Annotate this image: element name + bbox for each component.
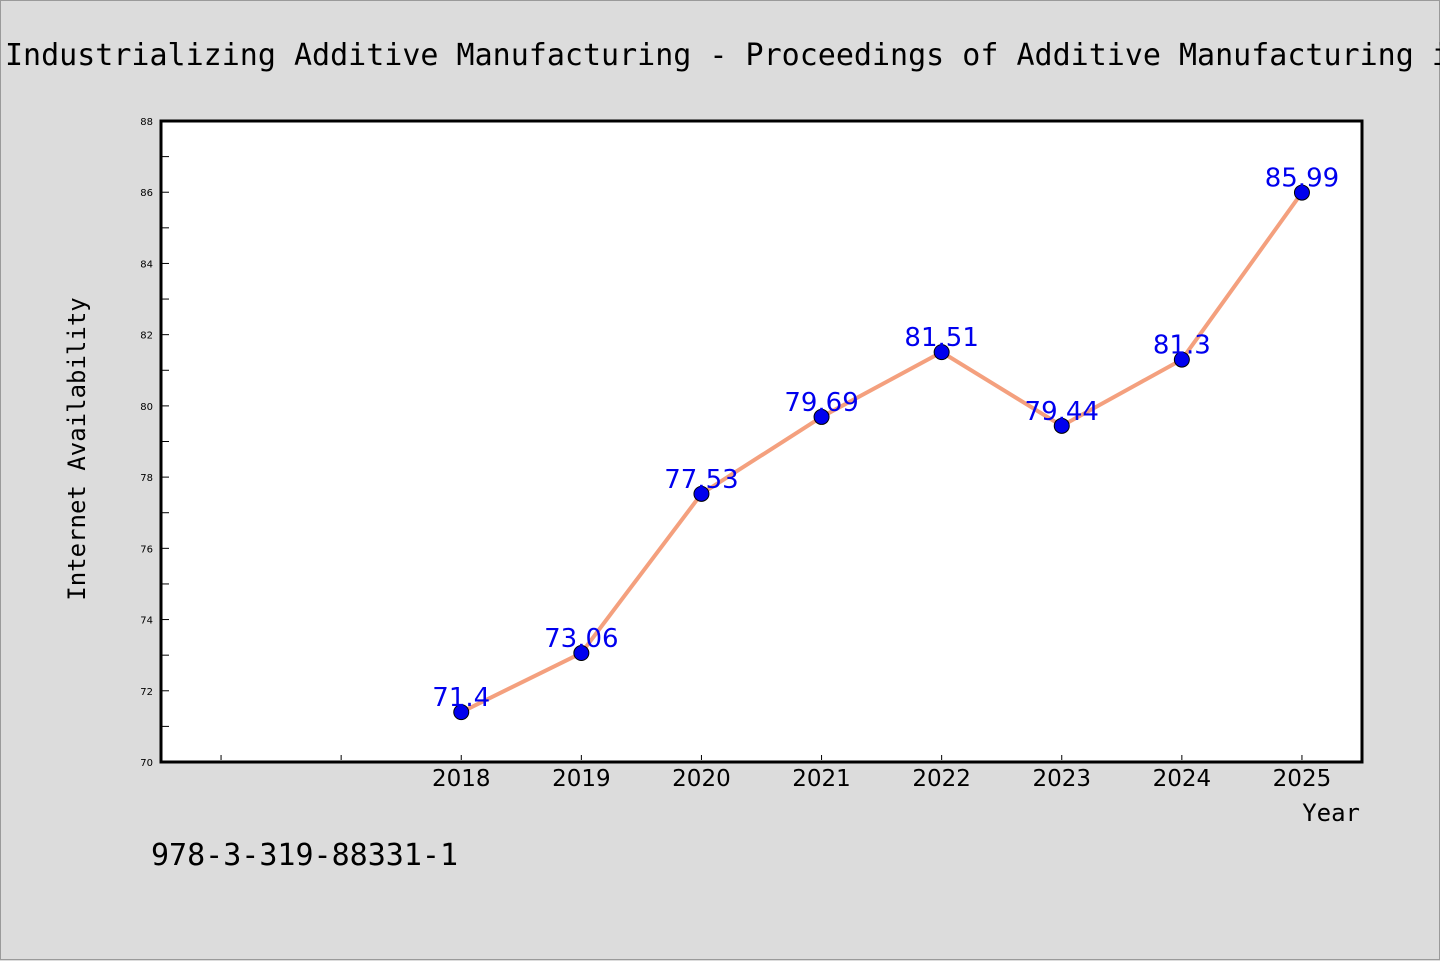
x-tick-label: 2023 [1032,766,1091,792]
data-point [453,704,470,721]
data-label: 85.99 [1265,164,1339,194]
x-axis: 2018 2019 2020 2021 2022 2023 2024 2025 [220,755,1332,792]
data-point [813,408,830,425]
x-tick-label: 2022 [912,766,971,792]
x-tick-label: 2019 [552,766,611,792]
series-line [460,191,1304,714]
isbn-footer: 978-3-319-88331-1 [151,838,458,873]
x-tick-label: 2025 [1273,766,1332,792]
chart-title: Industrializing Additive Manufacturing -… [5,38,1440,73]
x-axis-title: Year [1302,799,1360,827]
data-label: 79.44 [1025,397,1099,427]
plot-area [159,119,1364,764]
y-axis: 70 72 74 76 78 80 82 84 86 88 [140,117,169,769]
data-point [573,645,590,662]
y-tick-label: 88 [140,117,153,128]
data-label: 73.06 [544,624,618,654]
x-tick-label: 2024 [1153,766,1212,792]
y-tick-label: 76 [140,544,153,555]
data-label: 81.3 [1153,331,1211,361]
y-tick-label: 84 [140,259,153,270]
x-tick-label: 2018 [432,766,491,792]
y-tick-label: 80 [140,402,153,413]
data-label: 79.69 [784,388,858,418]
y-tick-label: 74 [140,616,153,627]
y-tick-label: 82 [140,331,153,342]
series-markers [453,184,1310,721]
data-point [1173,351,1190,368]
data-point [1293,184,1310,201]
x-tick-label: 2021 [792,766,851,792]
data-labels: 71.4 73.06 77.53 79.69 81.51 79.44 81.3 85.99 [432,164,1339,714]
data-label: 71.4 [432,683,490,713]
x-tick-label: 2020 [672,766,731,792]
data-point [933,344,950,361]
y-tick-label: 86 [140,188,153,199]
data-label: 77.53 [664,465,738,495]
data-point [693,485,710,502]
y-tick-label: 70 [140,758,153,769]
y-axis-title: Internet Availability [63,297,91,600]
data-label: 81.51 [904,323,978,353]
data-point [1053,417,1070,434]
y-tick-label: 78 [140,473,153,484]
y-tick-label: 72 [140,687,153,698]
